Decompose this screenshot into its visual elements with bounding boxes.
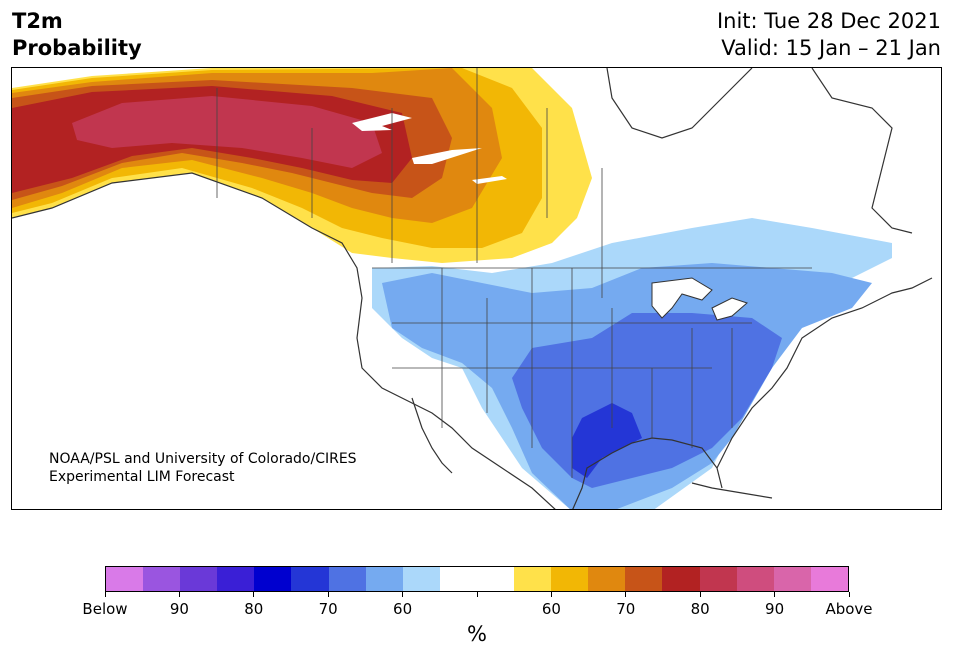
colorbar-tick-label: Below xyxy=(82,600,128,618)
colorbar xyxy=(105,566,849,592)
colorbar-tick-label: 80 xyxy=(690,600,710,618)
colorbar-tick-label: 90 xyxy=(765,600,785,618)
credit-text: NOAA/PSL and University of Colorado/CIRE… xyxy=(49,450,357,486)
state-boundaries xyxy=(216,68,812,478)
colorbar-tick xyxy=(104,592,106,597)
colorbar-tick xyxy=(476,592,478,597)
colorbar-segment xyxy=(217,567,255,591)
colorbar-segment xyxy=(514,567,552,591)
title-line-2: Probability xyxy=(12,36,142,60)
colorbar-segment xyxy=(588,567,626,591)
colorbar-tick-label: 60 xyxy=(393,600,413,618)
title-line-1: T2m xyxy=(12,9,63,33)
credit-line-1: NOAA/PSL and University of Colorado/CIRE… xyxy=(49,451,357,467)
colorbar-segment xyxy=(328,567,366,591)
colorbar-segment xyxy=(476,567,515,591)
colorbar-segment xyxy=(551,567,589,591)
colorbar-segment xyxy=(106,567,144,591)
colorbar-tick xyxy=(774,592,776,597)
colorbar-segment xyxy=(365,567,403,591)
colorbar-segment xyxy=(773,567,811,591)
forecast-dates: Init: Tue 28 Dec 2021 Valid: 15 Jan – 21… xyxy=(717,8,941,62)
map-canvas xyxy=(12,68,941,509)
map-title: T2m Probability xyxy=(12,8,142,62)
colorbar-tick xyxy=(327,592,329,597)
colorbar-unit: % xyxy=(467,622,487,646)
colorbar-tick-label: 90 xyxy=(169,600,189,618)
probability-map xyxy=(11,67,942,510)
great-bear-lake xyxy=(352,113,412,131)
colorbar-segment xyxy=(143,567,181,591)
colorbar-tick-label: 60 xyxy=(541,600,561,618)
colorbar-tick-label: 80 xyxy=(244,600,264,618)
valid-range: Valid: 15 Jan – 21 Jan xyxy=(721,36,941,60)
colorbar-tick xyxy=(550,592,552,597)
colorbar-tick xyxy=(178,592,180,597)
init-date: Init: Tue 28 Dec 2021 xyxy=(716,9,941,33)
below-70-region xyxy=(572,403,642,478)
credit-line-2: Experimental LIM Forecast xyxy=(49,469,235,485)
colorbar-segment xyxy=(810,567,848,591)
colorbar-segment xyxy=(291,567,329,591)
colorbar-segment xyxy=(180,567,218,591)
colorbar-tick-label: 70 xyxy=(318,600,338,618)
colorbar-segment xyxy=(439,567,477,591)
lake-athabasca xyxy=(472,176,507,184)
great-lakes xyxy=(651,277,748,321)
colorbar-tick xyxy=(253,592,255,597)
colorbar-segment xyxy=(662,567,700,591)
colorbar-tick-label: Above xyxy=(825,600,873,618)
colorbar-segment xyxy=(254,567,292,591)
colorbar-tick-label: 70 xyxy=(616,600,636,618)
colorbar-tick xyxy=(625,592,627,597)
great-slave-lake xyxy=(412,148,482,164)
above-80-region xyxy=(72,96,382,168)
colorbar-tick xyxy=(402,592,404,597)
colorbar-segment xyxy=(402,567,440,591)
colorbar-segment xyxy=(736,567,774,591)
colorbar-tick xyxy=(699,592,701,597)
colorbar-segment xyxy=(625,567,663,591)
colorbar-segment xyxy=(699,567,737,591)
coastlines xyxy=(12,68,933,509)
colorbar-tick xyxy=(848,592,850,597)
